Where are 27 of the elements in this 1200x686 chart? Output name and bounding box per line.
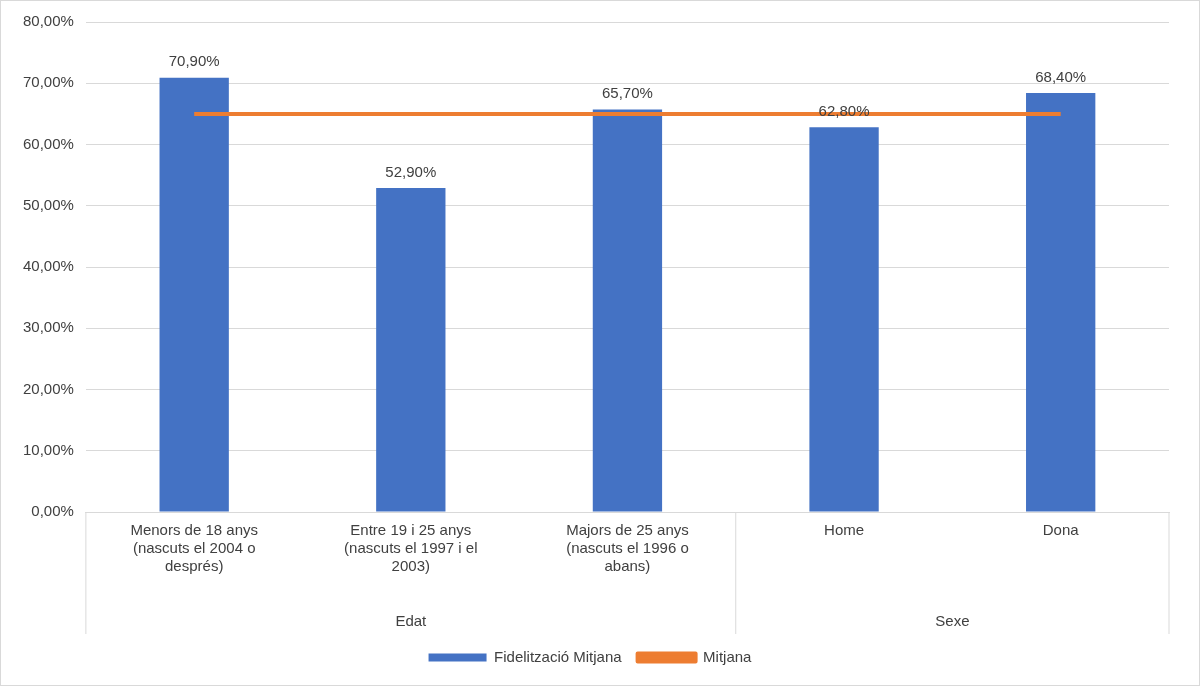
- x-tick-label: Majors de 25 anys (nascuts el 1996 o abans): [566, 521, 689, 575]
- x-tick-label: Home: [824, 521, 865, 539]
- bar: [809, 127, 879, 512]
- bar: [1026, 93, 1096, 512]
- data-label: 65,70%: [602, 84, 653, 102]
- y-tick-label: 80,00%: [23, 12, 74, 30]
- y-tick-label: 70,00%: [23, 73, 74, 91]
- y-tick-label: 50,00%: [23, 195, 74, 213]
- x-tick-label: Menors de 18 anys (nascuts el 2004 o després): [130, 521, 258, 575]
- x-tick-label: Entre 19 i 25 anys (nascuts el 1997 i el 2003): [344, 521, 478, 575]
- y-tick-label: 30,00%: [23, 318, 74, 336]
- y-tick-label: 0,00%: [31, 502, 74, 520]
- bar: [592, 109, 663, 512]
- y-tick-label: 20,00%: [23, 379, 74, 397]
- data-label: 70,90%: [168, 52, 220, 70]
- text: Sexe: [935, 612, 970, 630]
- text: Edat: [395, 612, 428, 630]
- data-label: 52,90%: [385, 162, 437, 180]
- legend-label: Mitjana: [703, 647, 753, 665]
- legend-label: Fidelització Mitjana: [494, 647, 623, 665]
- y-tick-label: 10,00%: [23, 440, 74, 458]
- x-tick-label: Dona: [1042, 521, 1080, 539]
- bar: [376, 187, 446, 512]
- y-tick-label: 40,00%: [23, 257, 74, 275]
- bar: [159, 77, 229, 512]
- data-label: 68,40%: [1035, 67, 1087, 85]
- y-tick-label: 60,00%: [23, 134, 74, 152]
